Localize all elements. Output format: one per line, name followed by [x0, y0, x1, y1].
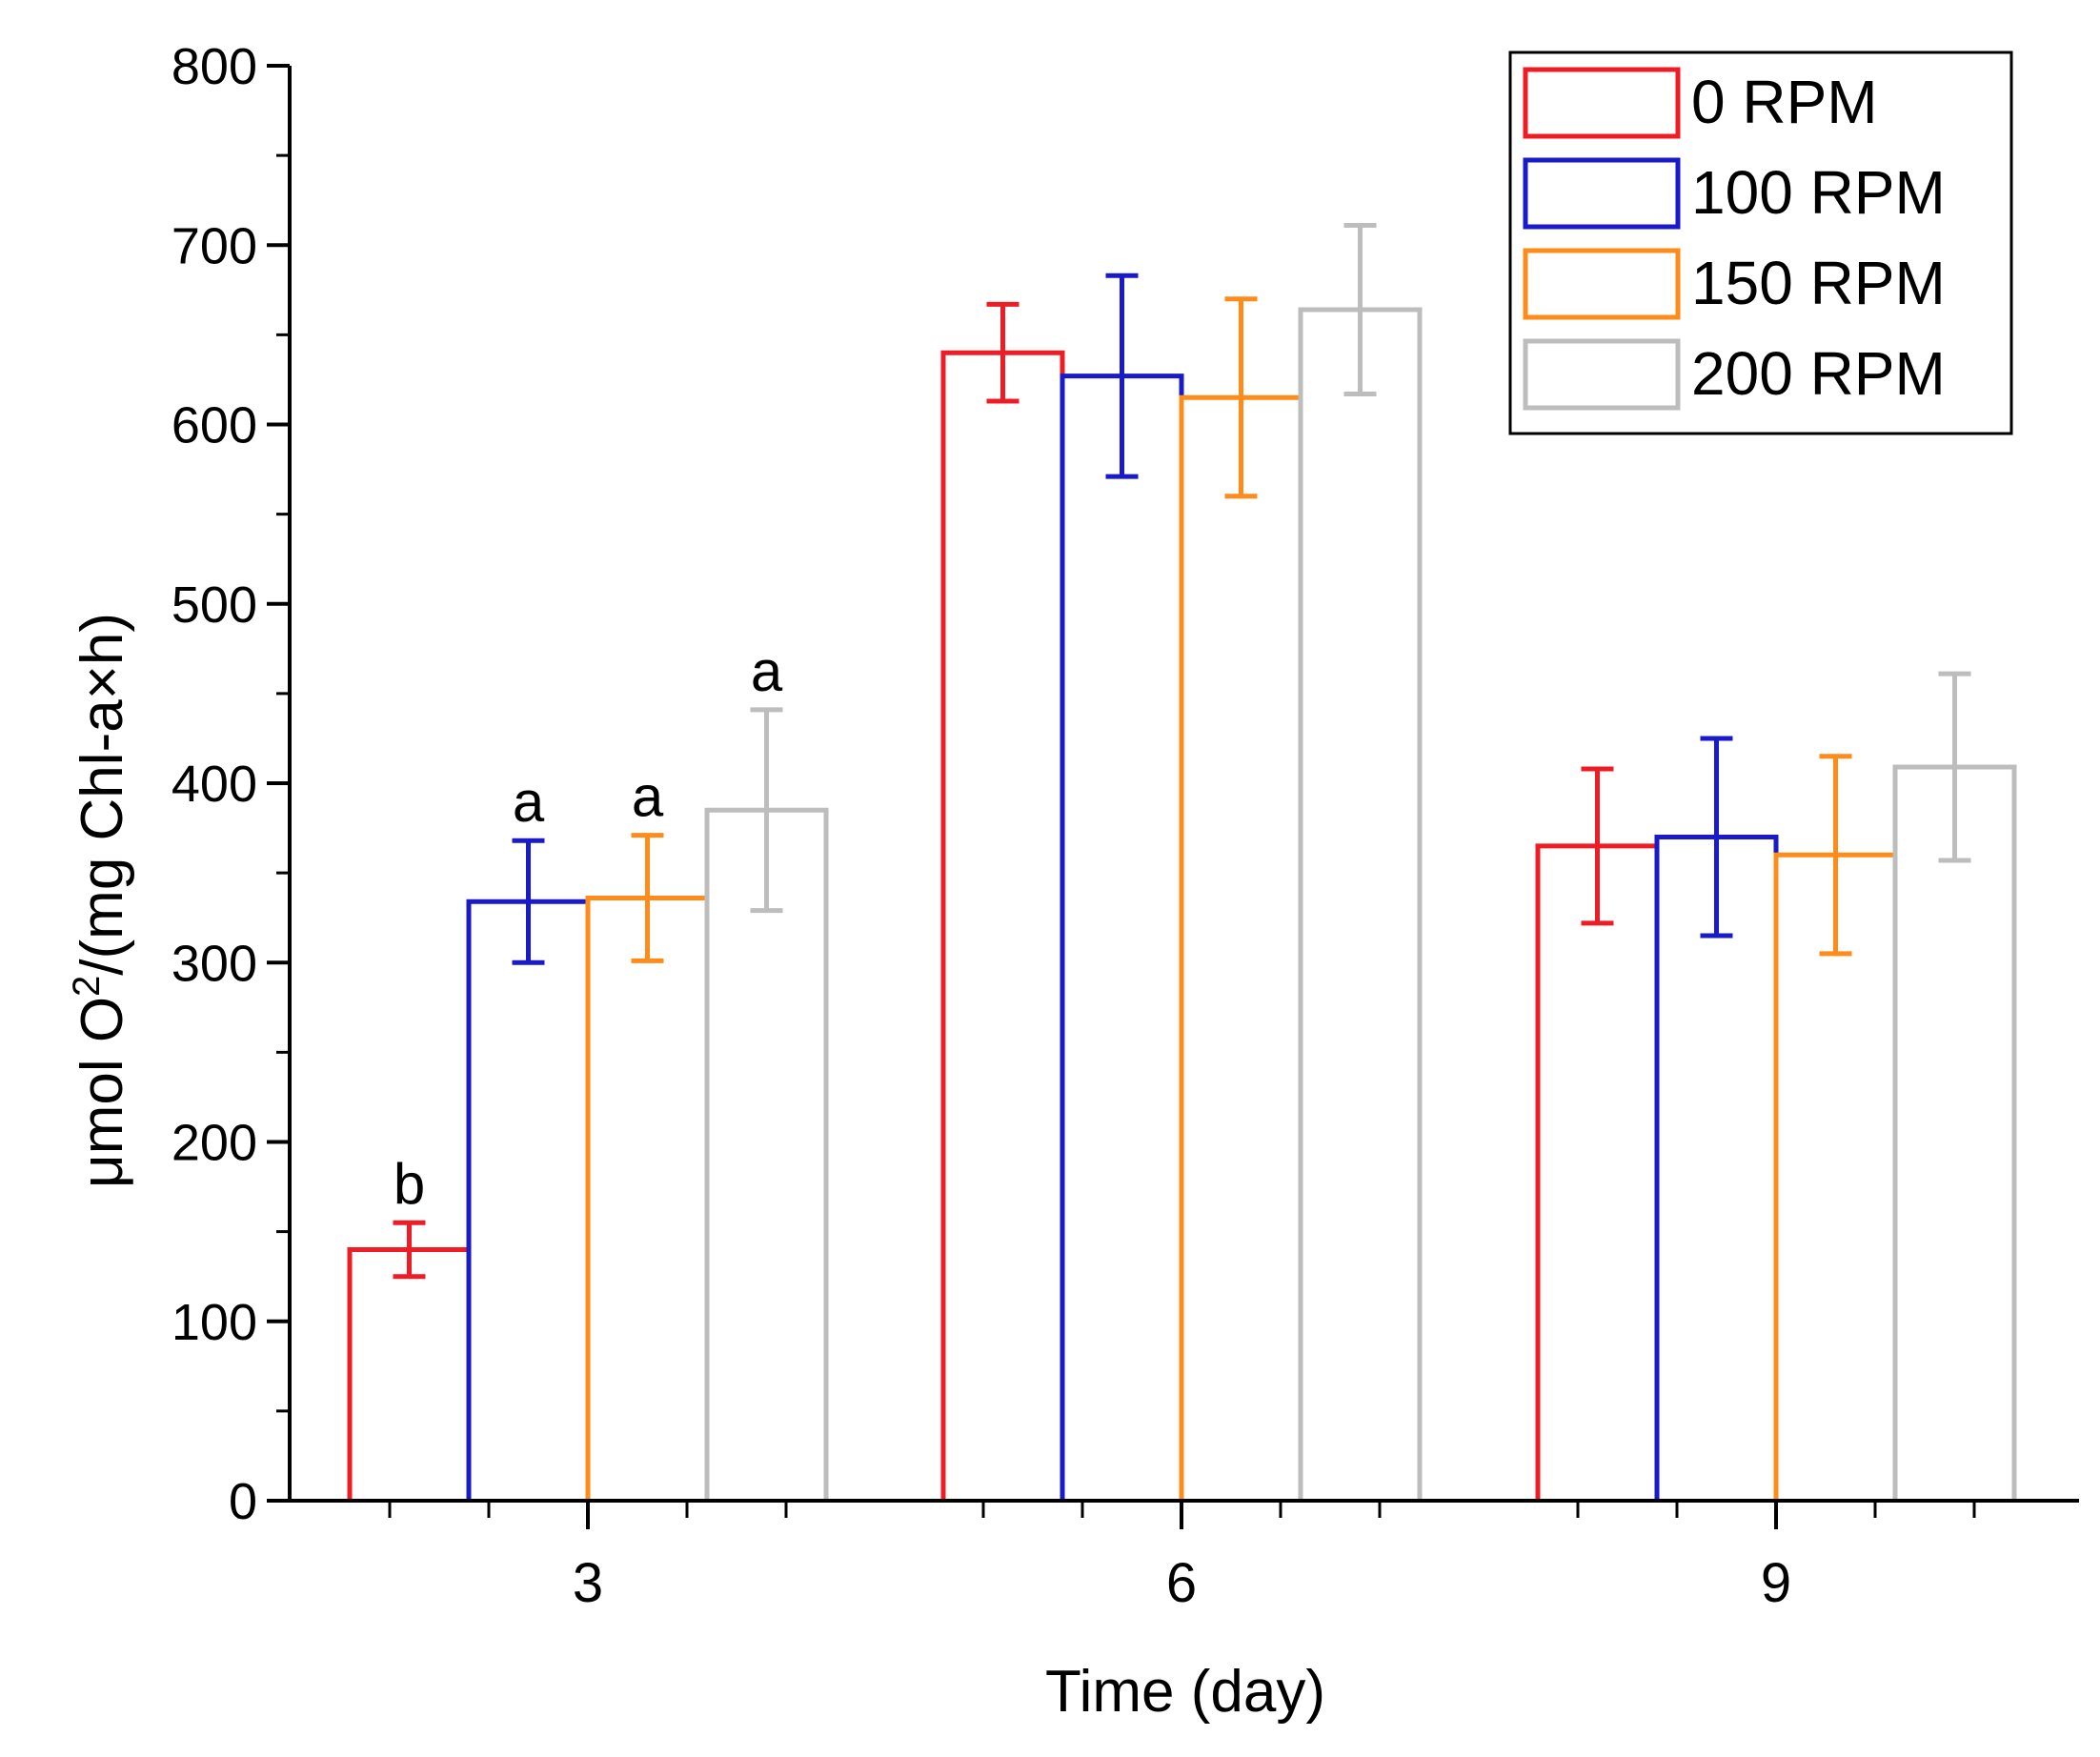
y-axis-title-superscript: 2 — [66, 976, 108, 997]
bar-group — [1298, 223, 1423, 1501]
y-axis-ticks: 0 100 200 300 400 500 600 700 800 — [172, 38, 290, 1530]
y-tick-label: 800 — [172, 38, 257, 95]
y-axis-title-units: /(mg Chl-a×h) — [70, 613, 135, 976]
bar-group — [1535, 766, 1660, 1501]
x-tick-label: 3 — [573, 1552, 603, 1614]
legend-swatch — [1523, 248, 1681, 320]
bar-group: b — [347, 1152, 472, 1501]
y-tick-label: 500 — [172, 576, 257, 634]
significance-label: a — [513, 770, 545, 834]
bar-group: a — [704, 639, 829, 1501]
legend: 0 RPM 100 RPM 150 RPM 200 RPM — [1508, 50, 2013, 435]
y-tick-label: 100 — [172, 1294, 257, 1351]
bars: b a a a — [347, 223, 2017, 1501]
bar — [585, 895, 710, 1501]
x-tick-label: 9 — [1761, 1552, 1791, 1614]
bar — [347, 1246, 472, 1501]
legend-swatch — [1523, 67, 1681, 139]
y-tick-label: 0 — [229, 1473, 257, 1530]
y-axis-title: μmol O2/(mg Chl-a×h) — [66, 613, 135, 1188]
legend-label: 200 RPM — [1691, 339, 1946, 408]
y-tick-label: 600 — [172, 397, 257, 454]
legend-item: 100 RPM — [1523, 157, 1946, 230]
bar-group — [1654, 736, 1779, 1501]
bar — [940, 350, 1065, 1501]
legend-swatch — [1523, 338, 1681, 411]
bar — [1892, 764, 2017, 1501]
y-tick-label: 200 — [172, 1115, 257, 1172]
significance-label: a — [751, 639, 783, 703]
significance-label: a — [632, 765, 664, 829]
bar — [1535, 843, 1660, 1501]
legend-label: 0 RPM — [1691, 68, 1878, 136]
bar-group: a — [585, 765, 710, 1501]
bar — [1060, 374, 1184, 1501]
legend-item: 0 RPM — [1523, 67, 1878, 139]
bar-group — [940, 301, 1065, 1501]
x-axis-ticks: 3 6 9 — [388, 1501, 1976, 1614]
bar — [466, 899, 591, 1501]
y-tick-label: 300 — [172, 935, 257, 992]
y-tick-label: 400 — [172, 756, 257, 813]
bar-group — [1179, 296, 1303, 1501]
bar-group — [1773, 754, 1898, 1501]
bar-group — [1060, 273, 1184, 1501]
y-tick-label: 700 — [172, 217, 257, 274]
legend-item: 150 RPM — [1523, 248, 1946, 320]
legend-swatch — [1523, 157, 1681, 230]
bar — [704, 807, 829, 1501]
bar — [1298, 307, 1423, 1501]
legend-label: 150 RPM — [1691, 249, 1946, 317]
legend-item: 200 RPM — [1523, 338, 1946, 411]
bar-group — [1892, 671, 2017, 1501]
legend-frame — [1508, 50, 2013, 435]
y-axis-title-main: μmol O — [70, 997, 135, 1188]
significance-label: b — [394, 1152, 425, 1216]
x-tick-label: 6 — [1166, 1552, 1197, 1614]
bar-group: a — [466, 770, 591, 1501]
x-axis-title: Time (day) — [1045, 1659, 1325, 1725]
bar — [1179, 394, 1303, 1501]
axes — [288, 66, 2079, 1503]
legend-label: 100 RPM — [1691, 158, 1946, 227]
